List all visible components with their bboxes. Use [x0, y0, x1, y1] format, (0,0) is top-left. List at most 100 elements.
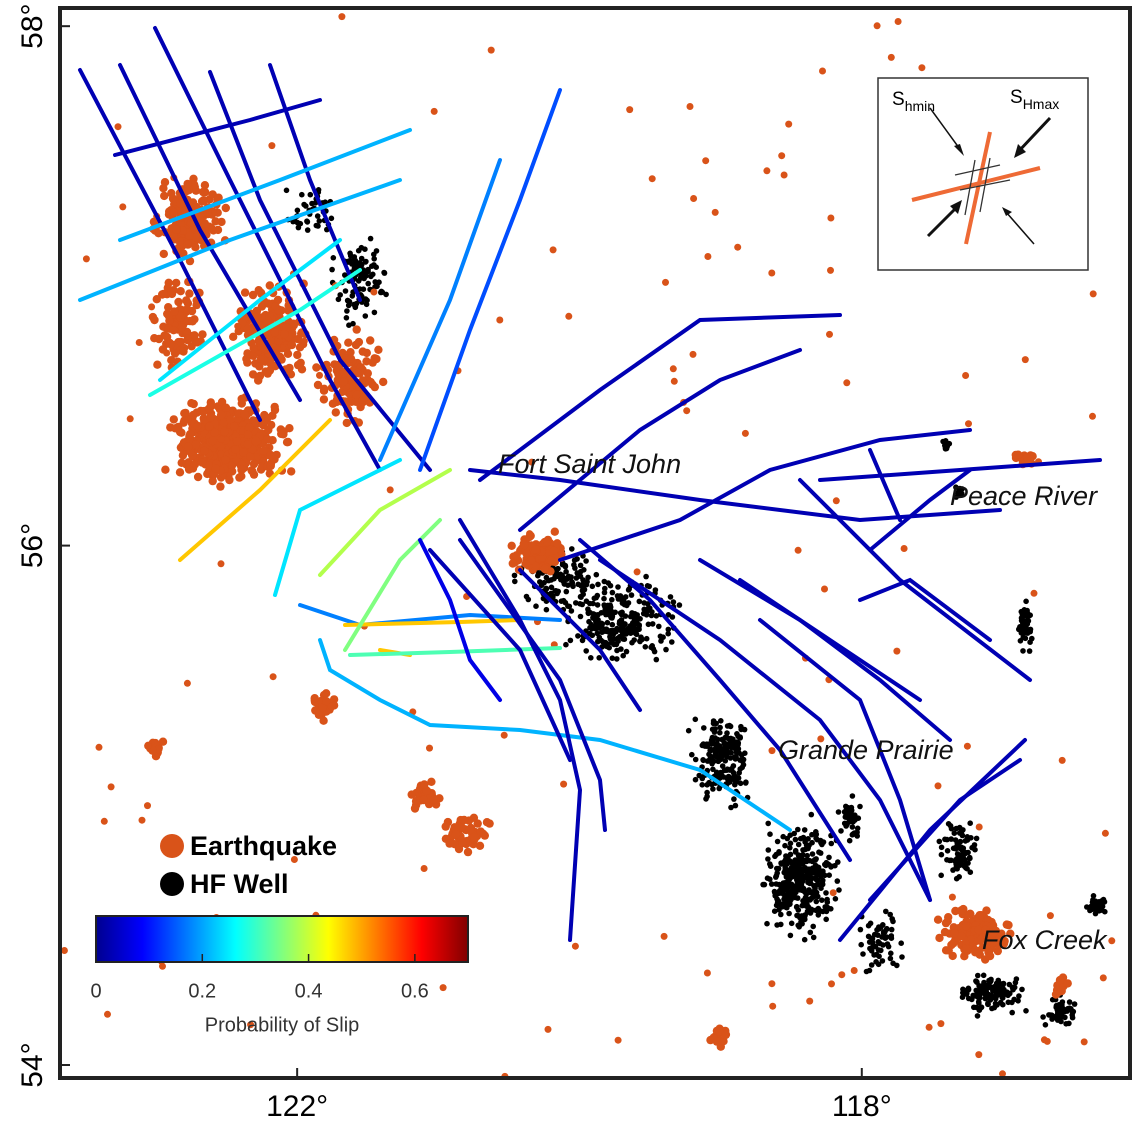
well-dot — [718, 746, 724, 752]
well-dot — [981, 973, 987, 979]
well-dot — [809, 812, 815, 818]
quake-dot — [194, 473, 202, 481]
well-dot — [850, 824, 856, 830]
well-dot — [791, 865, 797, 871]
place-label: Fox Creek — [982, 925, 1108, 955]
well-dot — [309, 201, 315, 207]
well-dot — [796, 852, 802, 858]
well-dot — [715, 758, 721, 764]
well-dot — [567, 604, 573, 610]
legend-label: HF Well — [190, 869, 289, 899]
well-dot — [731, 796, 737, 802]
well-dot — [575, 633, 581, 639]
well-dot — [871, 952, 877, 958]
well-dot — [315, 213, 321, 219]
well-dot — [1043, 1022, 1049, 1028]
fault-line — [115, 100, 320, 155]
quake-dot — [233, 437, 241, 445]
well-dot — [595, 593, 601, 599]
well-dot — [889, 927, 895, 933]
place-label: Grande Prairie — [778, 735, 954, 765]
well-dot — [1094, 901, 1100, 907]
quake-dot — [239, 448, 247, 456]
well-dot — [596, 655, 602, 661]
well-dot — [564, 589, 570, 595]
well-dot — [711, 718, 717, 724]
well-dot — [764, 921, 770, 927]
quake-dot — [541, 565, 549, 573]
well-dot — [824, 860, 830, 866]
well-dot — [643, 574, 649, 580]
quake-dot — [431, 108, 438, 115]
quake-dot — [768, 270, 775, 277]
well-dot — [644, 636, 650, 642]
well-dot — [963, 838, 969, 844]
well-dot — [284, 188, 290, 194]
well-dot — [1051, 1015, 1057, 1021]
well-dot — [836, 809, 842, 815]
quake-dot — [148, 303, 155, 310]
quake-dot — [966, 910, 974, 918]
well-dot — [1023, 1008, 1029, 1014]
y-tick-label: 54° — [16, 1042, 49, 1087]
well-dot — [559, 573, 565, 579]
well-dot — [704, 790, 710, 796]
quake-dot — [277, 430, 285, 438]
quake-dot — [311, 694, 319, 702]
fault-line — [870, 450, 900, 520]
well-dot — [816, 849, 822, 855]
well-dot — [737, 757, 743, 763]
quake-dot — [949, 894, 956, 901]
quake-dot — [322, 689, 330, 697]
quake-dot — [509, 559, 517, 567]
y-tick-label: 58° — [16, 3, 49, 48]
well-dot — [774, 896, 780, 902]
colorbar-tick-label: 0.6 — [401, 980, 429, 1002]
well-dot — [785, 879, 791, 885]
quake-dot — [96, 744, 103, 751]
quake-dot — [935, 782, 942, 789]
well-dot — [813, 835, 819, 841]
quake-dot — [1031, 590, 1038, 597]
quake-dot — [108, 783, 115, 790]
well-dot — [888, 956, 894, 962]
well-dot — [899, 954, 905, 960]
well-dot — [713, 752, 719, 758]
well-dot — [580, 588, 586, 594]
quake-dot — [178, 323, 186, 331]
well-dot — [843, 804, 849, 810]
well-dot — [886, 944, 892, 950]
well-dot — [562, 581, 568, 587]
well-dot — [615, 584, 621, 590]
quake-dot — [1059, 757, 1066, 764]
well-dot — [948, 858, 954, 864]
well-dot — [371, 262, 377, 268]
well-dot — [544, 607, 550, 613]
well-dot — [693, 757, 699, 763]
quake-dot — [962, 945, 970, 953]
quake-dot — [243, 358, 251, 366]
well-dot — [583, 648, 589, 654]
quake-dot — [768, 980, 775, 987]
well-dot — [970, 993, 976, 999]
quake-dot — [950, 929, 958, 937]
well-dot — [611, 642, 617, 648]
well-dot — [801, 835, 807, 841]
well-dot — [614, 648, 620, 654]
quake-dot — [209, 477, 217, 485]
quake-dot — [301, 338, 308, 345]
quake-dot — [626, 106, 633, 113]
well-dot — [595, 582, 601, 588]
quake-dot — [257, 355, 265, 363]
quake-dot — [333, 363, 341, 371]
quake-dot — [217, 218, 225, 226]
well-dot — [337, 292, 343, 298]
quake-dot — [280, 330, 288, 338]
well-dot — [575, 582, 581, 588]
well-dot — [977, 1006, 983, 1012]
well-dot — [986, 992, 992, 998]
well-dot — [774, 866, 780, 872]
well-dot — [668, 594, 674, 600]
well-dot — [641, 600, 647, 606]
quake-dot — [420, 796, 428, 804]
